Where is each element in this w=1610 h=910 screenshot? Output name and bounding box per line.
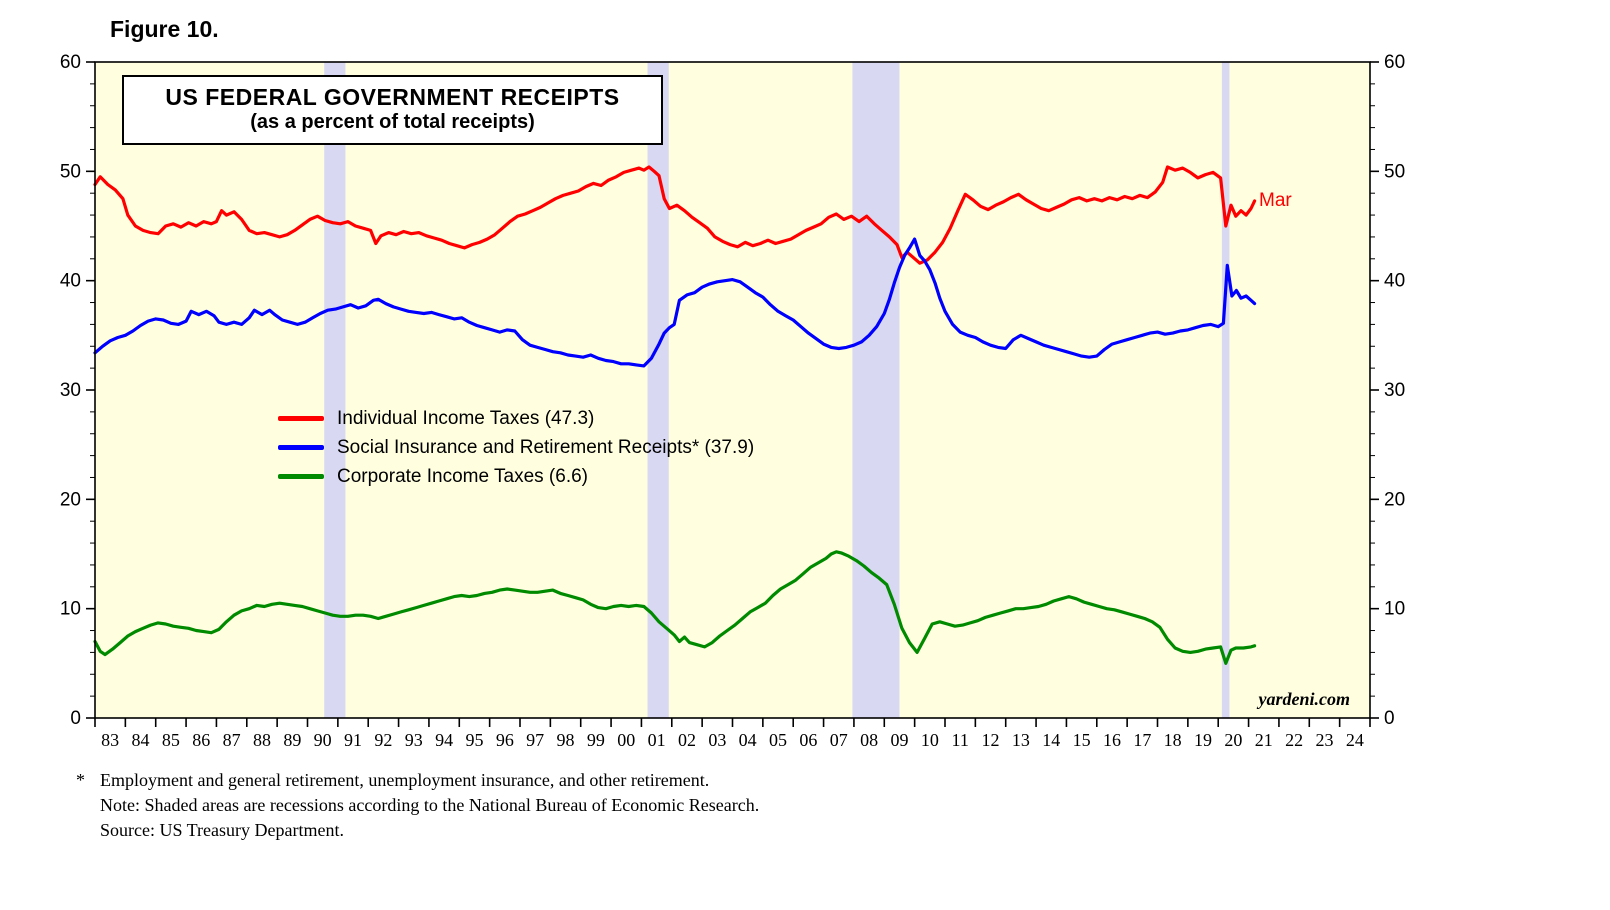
svg-text:94: 94: [435, 730, 453, 750]
svg-text:30: 30: [60, 380, 81, 401]
svg-text:23: 23: [1315, 730, 1333, 750]
figure-label: Figure 10.: [110, 16, 219, 42]
svg-text:02: 02: [678, 730, 696, 750]
svg-text:90: 90: [314, 730, 332, 750]
svg-text:10: 10: [921, 730, 939, 750]
svg-text:22: 22: [1285, 730, 1303, 750]
svg-text:93: 93: [405, 730, 423, 750]
svg-text:20: 20: [60, 489, 81, 510]
svg-text:15: 15: [1073, 730, 1091, 750]
svg-text:20: 20: [1384, 489, 1405, 510]
svg-text:04: 04: [739, 730, 757, 750]
svg-text:40: 40: [1384, 271, 1405, 292]
svg-text:88: 88: [253, 730, 271, 750]
svg-text:89: 89: [283, 730, 301, 750]
watermark: yardeni.com: [1258, 689, 1351, 709]
footnote-source-line: Source: US Treasury Department.: [100, 818, 759, 843]
svg-text:09: 09: [890, 730, 908, 750]
blue-line-swatch: [278, 445, 324, 450]
svg-text:01: 01: [648, 730, 666, 750]
footnotes: * Employment and general retirement, une…: [76, 768, 759, 843]
svg-text:10: 10: [60, 599, 81, 620]
footnote-asterisk-line: * Employment and general retirement, une…: [76, 768, 759, 793]
svg-text:0: 0: [1384, 708, 1395, 729]
svg-text:98: 98: [557, 730, 575, 750]
footnote-text: Employment and general retirement, unemp…: [100, 770, 710, 790]
legend-label: Social Insurance and Retirement Receipts…: [337, 436, 755, 458]
chart-title-box: US FEDERAL GOVERNMENT RECEIPTS (as a per…: [122, 75, 663, 145]
svg-text:99: 99: [587, 730, 605, 750]
footnote-text: Note: Shaded areas are recessions accord…: [100, 795, 760, 815]
legend: Individual Income Taxes (47.3) Social In…: [278, 404, 754, 491]
svg-text:96: 96: [496, 730, 514, 750]
svg-text:12: 12: [982, 730, 1000, 750]
legend-item-corporate-income-taxes: Corporate Income Taxes (6.6): [278, 462, 754, 491]
svg-text:87: 87: [223, 730, 241, 750]
svg-text:16: 16: [1103, 730, 1121, 750]
svg-text:84: 84: [132, 730, 150, 750]
svg-text:05: 05: [769, 730, 787, 750]
legend-item-individual-income-taxes: Individual Income Taxes (47.3): [278, 404, 754, 433]
svg-text:0: 0: [70, 708, 81, 729]
svg-text:13: 13: [1012, 730, 1030, 750]
svg-text:50: 50: [1384, 161, 1405, 182]
legend-label: Corporate Income Taxes (6.6): [337, 465, 588, 487]
latest-month-label: Mar: [1259, 190, 1292, 211]
svg-text:50: 50: [60, 161, 81, 182]
svg-text:00: 00: [617, 730, 635, 750]
svg-text:30: 30: [1384, 380, 1405, 401]
svg-text:19: 19: [1194, 730, 1212, 750]
svg-text:91: 91: [344, 730, 362, 750]
svg-text:60: 60: [60, 52, 81, 73]
svg-text:21: 21: [1255, 730, 1273, 750]
svg-text:83: 83: [101, 730, 119, 750]
footnote-text: Source: US Treasury Department.: [100, 820, 344, 840]
svg-text:06: 06: [799, 730, 817, 750]
footnote-note-line: Note: Shaded areas are recessions accord…: [100, 793, 759, 818]
svg-text:86: 86: [192, 730, 210, 750]
svg-text:92: 92: [374, 730, 392, 750]
svg-text:08: 08: [860, 730, 878, 750]
red-line-swatch: [278, 416, 324, 421]
chart-subtitle: (as a percent of total receipts): [250, 111, 535, 133]
legend-label: Individual Income Taxes (47.3): [337, 407, 595, 429]
svg-text:17: 17: [1133, 730, 1151, 750]
svg-text:85: 85: [162, 730, 180, 750]
svg-text:60: 60: [1384, 52, 1405, 73]
svg-text:03: 03: [708, 730, 726, 750]
legend-item-social-insurance: Social Insurance and Retirement Receipts…: [278, 433, 754, 462]
svg-text:24: 24: [1346, 730, 1364, 750]
svg-text:11: 11: [952, 730, 969, 750]
svg-text:20: 20: [1224, 730, 1242, 750]
svg-text:40: 40: [60, 271, 81, 292]
svg-text:97: 97: [526, 730, 544, 750]
chart-title: US FEDERAL GOVERNMENT RECEIPTS: [165, 84, 620, 110]
svg-text:07: 07: [830, 730, 848, 750]
green-line-swatch: [278, 474, 324, 479]
svg-text:95: 95: [465, 730, 483, 750]
svg-text:14: 14: [1042, 730, 1060, 750]
svg-text:10: 10: [1384, 599, 1405, 620]
footnote-asterisk-marker: *: [76, 770, 85, 790]
svg-text:18: 18: [1164, 730, 1182, 750]
